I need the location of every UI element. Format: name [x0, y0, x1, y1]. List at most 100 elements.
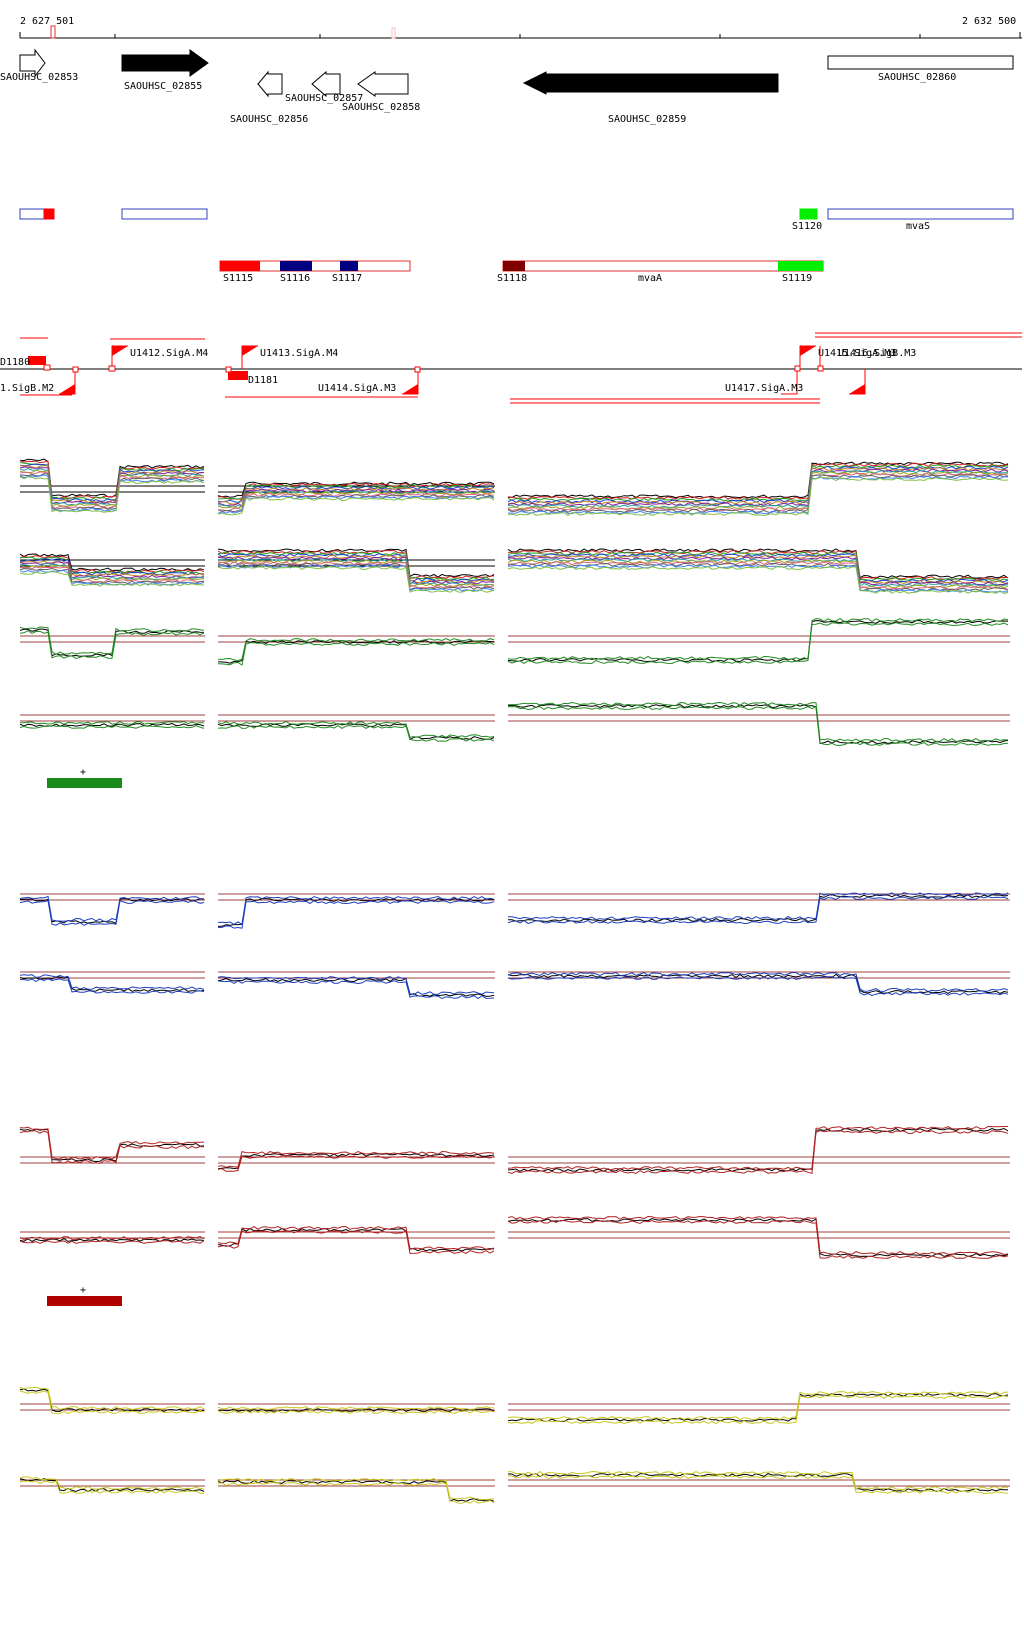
multi-series-profile [217, 494, 495, 513]
terminator-d1181[interactable]: D1181 [225, 366, 278, 386]
multi-series-profile [19, 571, 205, 587]
segment-box[interactable] [121, 208, 208, 220]
colored-replicate-profile [507, 1394, 1009, 1425]
segment-label-s1115: S1115 [223, 273, 253, 284]
colored-replicate-profile [507, 705, 1009, 746]
gene-saouhsc-02857[interactable]: SAOUHSC_02857 [285, 70, 363, 104]
segment-box[interactable] [43, 208, 55, 220]
colored-replicate-profile [19, 724, 205, 729]
promoter-u1412[interactable]: U1412.SigA.M4 [108, 345, 208, 372]
segment-mvas[interactable] [827, 208, 1014, 220]
colored-replicate-profile [507, 1219, 1009, 1259]
colored-replicate-profile [217, 1409, 495, 1414]
promoter-label: U1417.SigA.M3 [725, 383, 803, 394]
colored-replicate-profile [507, 1215, 1009, 1256]
gene-saouhsc-02859[interactable]: SAOUHSC_02859 [522, 71, 779, 125]
black-replicate-profile [507, 1217, 1009, 1257]
promoter-label: U1412.SigA.M4 [130, 348, 208, 359]
colored-replicate-profile [217, 637, 495, 662]
promoter-u1416[interactable]: U1416.SigB.M3 [817, 346, 916, 372]
colored-replicate-profile [217, 895, 495, 926]
black-replicate-profile [507, 973, 1009, 995]
multi-series-profile [19, 566, 205, 583]
segment-label-s1117: S1117 [332, 273, 362, 284]
segment-s1117[interactable] [340, 261, 358, 271]
multi-series-profile [217, 556, 495, 585]
legend: + + [47, 767, 122, 1306]
colored-replicate-profile [508, 892, 1009, 921]
black-replicate-profile [217, 977, 495, 997]
segment-s1119[interactable] [778, 261, 823, 271]
multi-series-profile [217, 553, 495, 582]
segment-s1115[interactable] [220, 261, 260, 271]
black-replicate-profile [507, 619, 1009, 663]
multi-series-profile [19, 476, 205, 513]
position-marker[interactable] [50, 25, 56, 39]
segment-label-s1120: S1120 [792, 221, 822, 232]
segment-s1116[interactable] [280, 261, 312, 271]
multi-series-profile [507, 556, 1009, 586]
segment-mvaa[interactable] [502, 260, 824, 272]
colored-replicate-profile [507, 971, 1009, 993]
promoter-label: U1415.SigA.M3 [818, 348, 896, 359]
colored-replicate-profile [507, 1390, 1009, 1421]
gene-label: SAOUHSC_02859 [608, 114, 686, 125]
gene-label: SAOUHSC_02860 [878, 72, 956, 83]
black-replicate-profile [19, 976, 205, 992]
segment-s1118[interactable] [503, 261, 525, 271]
promoter-u1413[interactable]: U1413.SigA.M4 [241, 345, 338, 369]
gene-saouhsc-02858[interactable]: SAOUHSC_02858 [342, 71, 420, 113]
colored-replicate-profile [19, 1235, 205, 1241]
multi-series-profile [507, 474, 1009, 513]
promoter-track: U1412.SigA.M4 U1413.SigA.M4 U1414.SigA.M… [0, 332, 1022, 404]
colored-replicate-profile [507, 1474, 1009, 1494]
promoter-u1415[interactable]: U1415.SigA.M3 [799, 345, 896, 369]
gene-label: SAOUHSC_02858 [342, 102, 420, 113]
colored-replicate-profile [507, 1129, 1009, 1175]
colored-replicate-profile [217, 1229, 495, 1254]
promoter-sigb-m2[interactable]: 1.SigB.M2 [0, 366, 79, 395]
green-condition-bar[interactable] [47, 778, 122, 788]
multi-series-profile [507, 565, 1009, 595]
colored-replicate-profile [19, 1476, 205, 1490]
gene-saouhsc-02855[interactable]: SAOUHSC_02855 [121, 49, 209, 92]
multi-series-profile [217, 562, 495, 591]
multi-series-profile [217, 565, 495, 593]
black-replicate-profile [507, 1127, 1009, 1172]
promoter-u1417[interactable]: U1417.SigA.M3 [725, 365, 803, 395]
colored-replicate-profile [19, 1480, 205, 1494]
segment-s1120[interactable] [799, 208, 818, 220]
colored-replicate-profile [19, 895, 205, 923]
gene-label: SAOUHSC_02853 [0, 72, 78, 83]
ruler-start-label: 2 627 501 [20, 16, 74, 27]
colored-replicate-profile [217, 724, 495, 742]
colored-replicate-profile [507, 1470, 1009, 1490]
segment-box[interactable] [19, 208, 45, 220]
gene-saouhsc-02853[interactable]: SAOUHSC_02853 [0, 48, 78, 83]
colored-replicate-profile [507, 617, 1009, 661]
red-condition-bar[interactable] [47, 1296, 122, 1306]
colored-replicate-profile [19, 1126, 205, 1160]
terminator-label: D1180 [0, 357, 30, 368]
terminator-label: D1181 [248, 375, 278, 386]
promoter-u1414[interactable]: U1414.SigA.M3 [318, 366, 421, 395]
segment-label-mvas: mvaS [906, 221, 930, 232]
black-replicate-profile [19, 1388, 205, 1412]
gene-saouhsc-02856[interactable]: SAOUHSC_02856 [230, 70, 308, 125]
promoter-u1418[interactable] [849, 369, 866, 395]
colored-replicate-profile [19, 1386, 205, 1410]
ruler-end-label: 2 632 500 [962, 16, 1016, 27]
position-marker-faint[interactable] [391, 27, 396, 39]
colored-replicate-profile [217, 1155, 495, 1172]
colored-replicate-profile [19, 974, 205, 990]
multi-series-profile [217, 496, 495, 516]
multi-series-profile [507, 467, 1009, 505]
multi-series-profile [217, 489, 495, 508]
black-replicate-profile [217, 1152, 495, 1170]
multi-series-profile [217, 551, 495, 581]
multi-series-profile [217, 485, 495, 504]
gene-saouhsc-02860[interactable]: SAOUHSC_02860 [827, 55, 1014, 83]
multi-series-profile [508, 461, 1009, 499]
multi-series-profile [19, 555, 205, 574]
terminator-d1180[interactable]: D1180 [0, 356, 51, 371]
